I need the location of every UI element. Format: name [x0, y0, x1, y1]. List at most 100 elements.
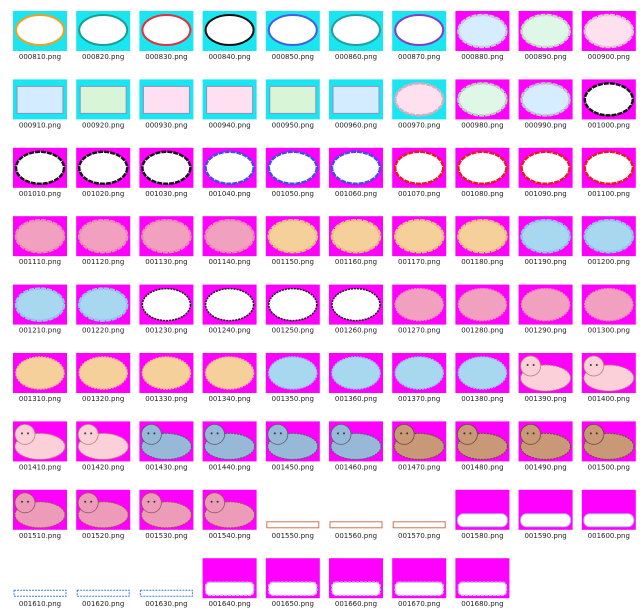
- file-item[interactable]: 000950.png: [265, 79, 320, 129]
- file-item[interactable]: 001300.png: [581, 284, 636, 335]
- file-item[interactable]: 000850.png: [265, 11, 320, 61]
- bubble: [267, 14, 318, 46]
- file-item[interactable]: 001260.png: [329, 284, 383, 335]
- file-item[interactable]: 001560.png: [329, 521, 383, 540]
- cloud: [141, 218, 192, 254]
- file-name: 000960.png: [335, 121, 377, 129]
- file-item[interactable]: 001000.png: [581, 79, 636, 129]
- file-item[interactable]: 001210.png: [13, 284, 67, 335]
- eye: [153, 500, 156, 503]
- file-item[interactable]: 001570.png: [392, 521, 446, 540]
- file-item[interactable]: 001080.png: [455, 147, 510, 198]
- file-item[interactable]: 001590.png: [518, 489, 573, 540]
- file-item[interactable]: 001220.png: [76, 284, 131, 335]
- file-item[interactable]: 001130.png: [139, 216, 194, 266]
- file-item[interactable]: 001200.png: [581, 216, 636, 266]
- file-item[interactable]: 001350.png: [265, 353, 320, 403]
- file-item[interactable]: 001180.png: [455, 216, 510, 266]
- file-item[interactable]: 001410.png: [13, 421, 67, 471]
- file-item[interactable]: 001490.png: [518, 421, 573, 471]
- file-item[interactable]: 001460.png: [329, 421, 383, 471]
- file-name: 001180.png: [461, 258, 503, 266]
- file-item[interactable]: 001500.png: [581, 421, 636, 471]
- file-item[interactable]: 001620.png: [76, 589, 130, 608]
- file-item[interactable]: 001020.png: [76, 147, 131, 198]
- file-item[interactable]: 001390.png: [518, 353, 573, 403]
- file-item[interactable]: 001400.png: [581, 353, 636, 403]
- file-item[interactable]: 001580.png: [455, 489, 510, 540]
- file-item[interactable]: 000890.png: [518, 11, 573, 61]
- file-item[interactable]: 001480.png: [455, 421, 510, 471]
- eye: [400, 432, 403, 435]
- file-item[interactable]: 001520.png: [76, 489, 131, 540]
- file-item[interactable]: 001430.png: [139, 421, 194, 471]
- file-item[interactable]: 001600.png: [581, 489, 636, 540]
- file-item[interactable]: 001450.png: [265, 421, 320, 471]
- file-item[interactable]: 001160.png: [329, 216, 383, 266]
- file-item[interactable]: 001190.png: [518, 216, 573, 266]
- file-item[interactable]: 001100.png: [581, 147, 636, 198]
- file-item[interactable]: 001540.png: [202, 489, 257, 540]
- oval: [331, 356, 381, 390]
- file-item[interactable]: 000880.png: [455, 11, 510, 61]
- file-item[interactable]: 001680.png: [455, 558, 510, 608]
- cloud: [520, 82, 571, 117]
- file-item[interactable]: 001320.png: [76, 353, 131, 403]
- file-item[interactable]: 000980.png: [455, 79, 510, 129]
- file-item[interactable]: 001550.png: [266, 521, 320, 540]
- file-item[interactable]: 001150.png: [265, 216, 320, 266]
- file-item[interactable]: 001330.png: [139, 353, 194, 403]
- file-item[interactable]: 000860.png: [329, 11, 383, 61]
- file-item[interactable]: 001010.png: [13, 147, 67, 198]
- file-item[interactable]: 001030.png: [139, 147, 194, 198]
- file-item[interactable]: 000910.png: [13, 79, 67, 129]
- file-item[interactable]: 000920.png: [76, 79, 131, 129]
- file-item[interactable]: 001040.png: [202, 147, 257, 198]
- file-item[interactable]: 001360.png: [329, 353, 383, 403]
- file-item[interactable]: 000830.png: [139, 11, 194, 61]
- file-item[interactable]: 001420.png: [76, 421, 131, 471]
- file-item[interactable]: 000940.png: [202, 79, 257, 129]
- file-item[interactable]: 001270.png: [392, 284, 447, 335]
- file-item[interactable]: 001440.png: [202, 421, 257, 471]
- file-item[interactable]: 000840.png: [202, 11, 257, 61]
- file-item[interactable]: 001610.png: [13, 589, 67, 608]
- file-item[interactable]: 000960.png: [329, 79, 383, 129]
- file-item[interactable]: 000820.png: [76, 11, 131, 61]
- file-item[interactable]: 001310.png: [13, 353, 67, 403]
- file-item[interactable]: 001230.png: [139, 284, 194, 335]
- file-item[interactable]: 001630.png: [139, 589, 193, 608]
- frame: [392, 521, 446, 529]
- file-name: 001250.png: [272, 327, 314, 335]
- file-item[interactable]: 001050.png: [265, 147, 320, 198]
- file-item[interactable]: 000970.png: [392, 79, 447, 129]
- file-item[interactable]: 001470.png: [392, 421, 447, 471]
- file-item[interactable]: 001370.png: [392, 353, 447, 403]
- file-item[interactable]: 000870.png: [392, 11, 447, 61]
- file-item[interactable]: 001530.png: [139, 489, 194, 540]
- file-item[interactable]: 001120.png: [76, 216, 131, 266]
- file-item[interactable]: 000810.png: [13, 11, 67, 61]
- file-item[interactable]: 001290.png: [518, 284, 573, 335]
- file-item[interactable]: 001660.png: [329, 558, 383, 608]
- file-item[interactable]: 001090.png: [518, 147, 573, 198]
- file-item[interactable]: 001280.png: [455, 284, 510, 335]
- file-item[interactable]: 000900.png: [581, 11, 636, 61]
- frame: [269, 85, 317, 114]
- file-item[interactable]: 001510.png: [13, 489, 67, 540]
- file-item[interactable]: 001140.png: [202, 216, 257, 266]
- file-item[interactable]: 001110.png: [13, 216, 67, 266]
- file-item[interactable]: 001640.png: [202, 558, 257, 608]
- file-item[interactable]: 001250.png: [265, 284, 320, 335]
- eye: [84, 432, 87, 435]
- file-item[interactable]: 000930.png: [139, 79, 194, 129]
- file-item[interactable]: 001650.png: [265, 558, 320, 608]
- file-item[interactable]: 001380.png: [455, 353, 510, 403]
- file-item[interactable]: 001060.png: [329, 147, 383, 198]
- file-item[interactable]: 001240.png: [202, 284, 257, 335]
- file-item[interactable]: 001340.png: [202, 353, 257, 403]
- file-item[interactable]: 001170.png: [392, 216, 447, 266]
- file-item[interactable]: 001670.png: [392, 558, 447, 608]
- file-item[interactable]: 000990.png: [518, 79, 573, 129]
- file-item[interactable]: 001070.png: [392, 147, 447, 198]
